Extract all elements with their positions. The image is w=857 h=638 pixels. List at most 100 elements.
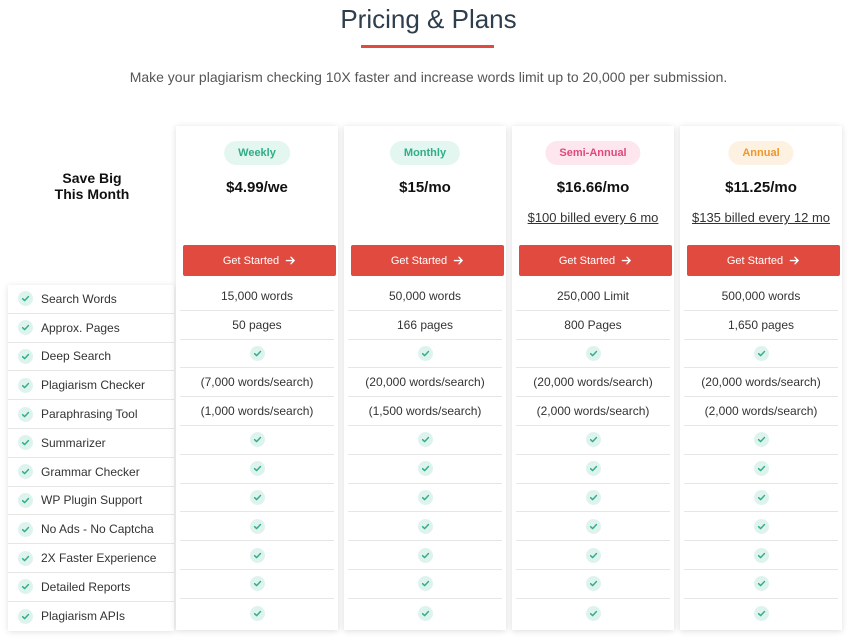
plan-feature-cell (180, 426, 334, 455)
check-icon (417, 432, 433, 448)
arrow-right-icon (285, 255, 296, 266)
plan-feature-cell: (20,000 words/search) (348, 368, 502, 398)
plan-feature-cell (180, 512, 334, 542)
plan-feature-value: (20,000 words/search) (701, 375, 821, 390)
check-icon (585, 461, 601, 477)
check-icon (18, 348, 33, 364)
get-started-button[interactable]: Get Started (687, 245, 840, 276)
feature-label: Grammar Checker (41, 464, 140, 479)
plan-feature-cell (348, 512, 502, 542)
check-icon (585, 518, 601, 534)
check-icon (753, 518, 769, 534)
plan-billing-note: $135 billed every 12 mo (691, 210, 831, 225)
plan-feature-cell: 800 Pages (516, 311, 670, 340)
check-icon (18, 291, 33, 307)
feature-label: Detailed Reports (41, 579, 131, 594)
feature-row: Detailed Reports (8, 573, 174, 602)
plan-feature-cell (516, 455, 670, 484)
plan-feature-cell (684, 541, 838, 570)
plan-feature-cell: (20,000 words/search) (516, 368, 670, 398)
get-started-label: Get Started (390, 254, 448, 267)
get-started-button[interactable]: Get Started (351, 245, 504, 276)
check-icon (585, 345, 601, 361)
plan-feature-cell (684, 455, 838, 484)
check-icon (585, 489, 601, 505)
feature-label: Approx. Pages (41, 320, 120, 335)
check-icon (417, 576, 433, 592)
check-icon (249, 461, 265, 477)
check-icon (753, 489, 769, 505)
check-icon (417, 345, 433, 361)
plan-badge: Annual (728, 141, 794, 165)
check-icon (585, 547, 601, 563)
get-started-button[interactable]: Get Started (183, 245, 336, 276)
plan-feature-value: (1,000 words/search) (200, 404, 314, 419)
plan-feature-value: (2,000 words/search) (704, 404, 818, 419)
plan-feature-value: 500,000 words (721, 288, 801, 303)
feature-label: Summarizer (41, 435, 106, 450)
feature-row: Plagiarism Checker (8, 371, 174, 401)
plan-feature-cell: (1,000 words/search) (180, 397, 334, 426)
feature-row: Paraphrasing Tool (8, 400, 174, 429)
plan-feature-cell: 50 pages (180, 311, 334, 340)
plan-feature-cell (516, 570, 670, 599)
plan-feature-cell (516, 541, 670, 570)
plan-feature-value: (7,000 words/search) (200, 375, 314, 390)
get-started-button[interactable]: Get Started (519, 245, 672, 276)
title-underline (361, 45, 494, 48)
feature-label: No Ads - No Captcha (41, 522, 154, 537)
plan-feature-cell (348, 484, 502, 513)
feature-row: Plagiarism APIs (8, 602, 174, 631)
plan-feature-values: 50,000 words 166 pages (20,000 words/searc… (344, 282, 506, 628)
plan-feature-cell: 1,650 pages (684, 311, 838, 340)
check-icon (753, 432, 769, 448)
plan-feature-cell: (1,500 words/search) (348, 397, 502, 426)
check-icon (585, 576, 601, 592)
plan-feature-values: 15,000 words 50 pages (7,000 words/search)… (176, 282, 338, 628)
plan-price: $4.99/we (226, 179, 288, 196)
feature-label: Search Words (41, 291, 117, 306)
plan-feature-cell: 166 pages (348, 311, 502, 340)
plan-card-annual: Annual $11.25/mo $135 billed every 12 mo Ge… (680, 126, 842, 630)
plan-badge: Semi-Annual (545, 141, 641, 165)
check-icon (18, 521, 33, 537)
check-icon (417, 461, 433, 477)
plan-feature-cell (516, 484, 670, 513)
plan-feature-value: (2,000 words/search) (536, 404, 650, 419)
check-icon (417, 605, 433, 621)
check-icon (753, 605, 769, 621)
feature-label: Deep Search (41, 349, 112, 364)
plan-feature-value: 15,000 words (220, 288, 294, 303)
plan-card-monthly: Monthly $15/mo Get Started 50,000 words 166 … (344, 126, 506, 630)
feature-row: Deep Search (8, 343, 174, 372)
plan-feature-values: 250,000 Limit 800 Pages (20,000 words/sear… (512, 282, 674, 628)
arrow-right-icon (621, 255, 632, 266)
check-icon (753, 345, 769, 361)
check-icon (753, 461, 769, 477)
check-icon (18, 320, 33, 336)
plan-feature-cell (684, 512, 838, 542)
plan-price: $16.66/mo (556, 179, 630, 196)
check-icon (417, 547, 433, 563)
plan-badge: Monthly (389, 141, 461, 165)
check-icon (249, 576, 265, 592)
check-icon (18, 550, 33, 566)
save-big-line1: Save Big (62, 170, 122, 186)
plan-feature-cell: (2,000 words/search) (516, 397, 670, 426)
check-icon (249, 518, 265, 534)
check-icon (585, 605, 601, 621)
plan-feature-values: 500,000 words 1,650 pages (20,000 words/se… (680, 282, 842, 628)
plan-feature-cell (684, 484, 838, 513)
plan-feature-cell (180, 340, 334, 369)
plan-feature-cell (684, 426, 838, 455)
plan-card-semi-annual: Semi-Annual $16.66/mo $100 billed every 6 … (512, 126, 674, 630)
check-icon (417, 489, 433, 505)
plan-feature-cell (516, 426, 670, 455)
plan-price: $11.25/mo (725, 179, 797, 196)
feature-row: WP Plugin Support (8, 487, 174, 516)
page-subtitle: Make your plagiarism checking 10X faster… (129, 69, 728, 85)
plan-feature-cell (516, 599, 670, 628)
plan-feature-cell: 15,000 words (180, 282, 334, 311)
plan-feature-value: (1,500 words/search) (368, 404, 482, 419)
plan-feature-cell (348, 340, 502, 369)
